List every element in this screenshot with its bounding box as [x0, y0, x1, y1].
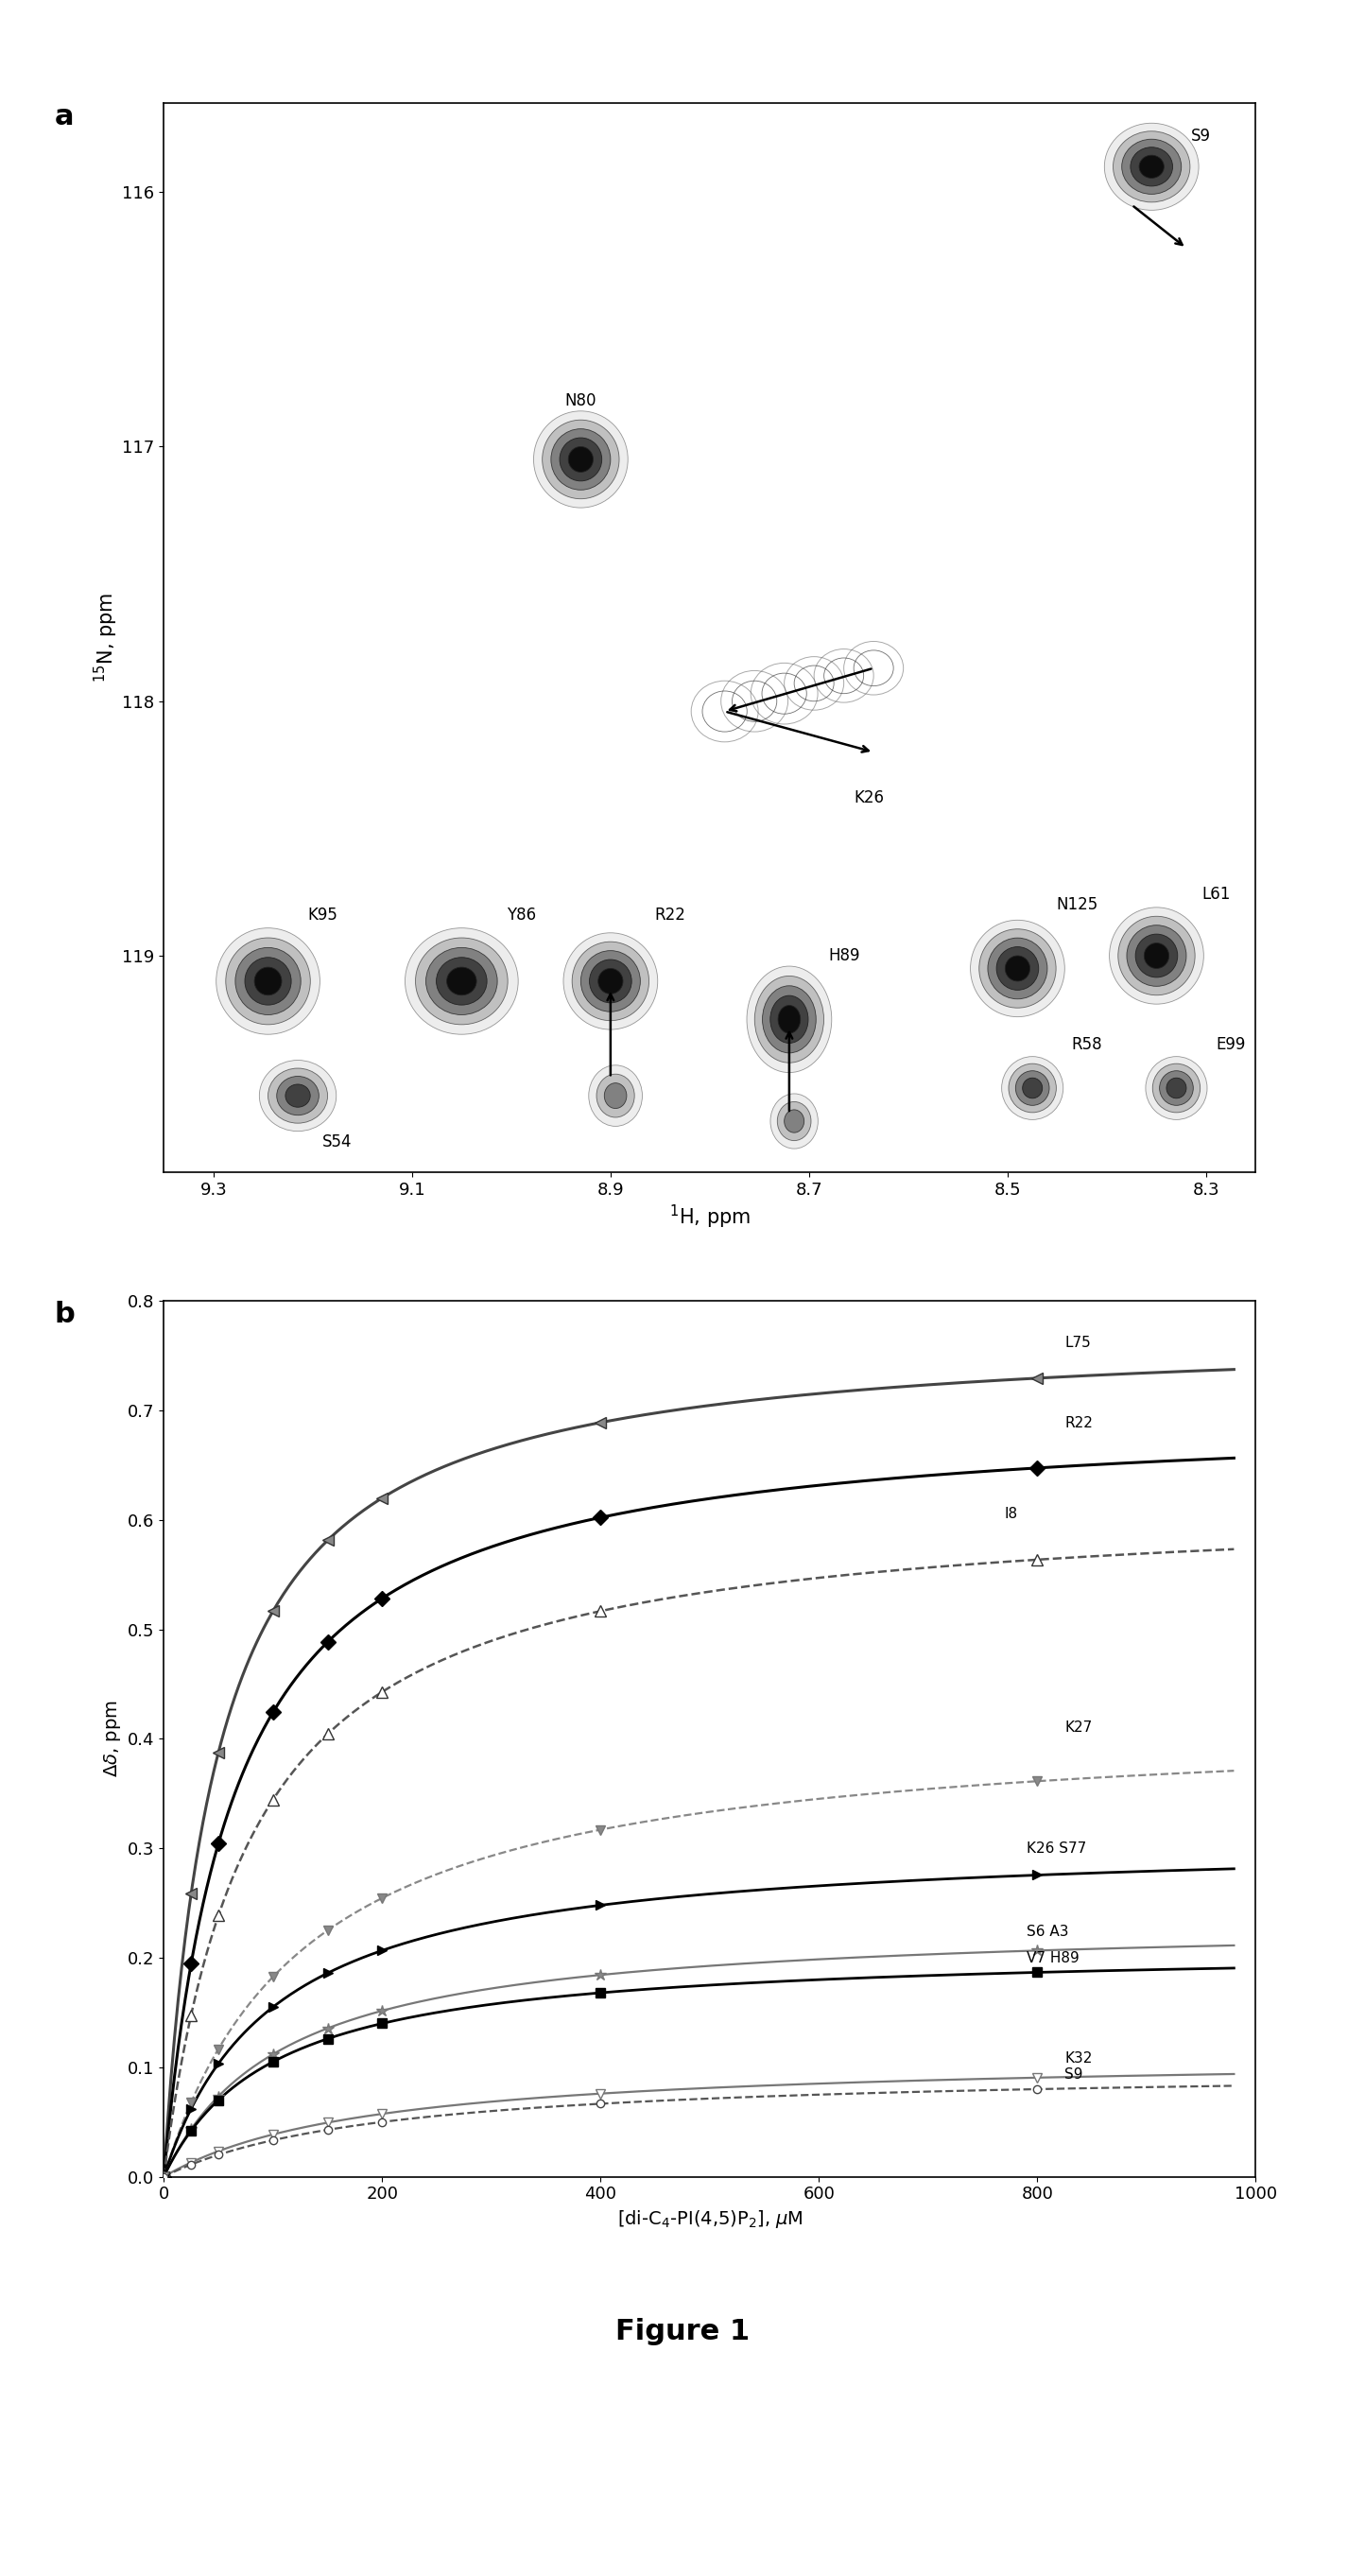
Ellipse shape: [770, 1095, 818, 1149]
Text: a: a: [55, 103, 74, 131]
Ellipse shape: [285, 1084, 310, 1108]
Text: H89: H89: [829, 948, 860, 963]
Ellipse shape: [244, 958, 291, 1005]
X-axis label: [di-C$_4$-PI(4,5)P$_2$], $\mu$M: [di-C$_4$-PI(4,5)P$_2$], $\mu$M: [617, 2208, 803, 2231]
Ellipse shape: [1002, 1056, 1063, 1121]
Text: S9: S9: [1065, 2069, 1084, 2081]
Ellipse shape: [1152, 1064, 1200, 1113]
Text: K32: K32: [1065, 2050, 1092, 2066]
Ellipse shape: [597, 1074, 635, 1118]
Text: L61: L61: [1201, 886, 1230, 904]
Ellipse shape: [770, 994, 808, 1043]
Text: K26: K26: [853, 788, 883, 806]
Ellipse shape: [580, 951, 640, 1012]
Ellipse shape: [572, 943, 648, 1020]
Ellipse shape: [415, 938, 508, 1025]
Ellipse shape: [1136, 935, 1178, 976]
Ellipse shape: [235, 948, 300, 1015]
Ellipse shape: [778, 1005, 800, 1033]
Ellipse shape: [426, 948, 497, 1015]
Ellipse shape: [225, 938, 310, 1025]
Ellipse shape: [405, 927, 519, 1036]
Ellipse shape: [988, 938, 1047, 999]
Ellipse shape: [1130, 147, 1173, 185]
Ellipse shape: [755, 976, 824, 1064]
Text: E99: E99: [1216, 1036, 1246, 1054]
Ellipse shape: [763, 987, 816, 1054]
Text: K27: K27: [1065, 1721, 1092, 1736]
Text: R22: R22: [655, 907, 685, 925]
Ellipse shape: [1022, 1077, 1043, 1097]
Text: N125: N125: [1057, 896, 1097, 914]
Ellipse shape: [1005, 956, 1031, 981]
Ellipse shape: [216, 927, 319, 1036]
Text: N80: N80: [565, 392, 597, 410]
Text: K26 S77: K26 S77: [1026, 1842, 1087, 1855]
Ellipse shape: [598, 969, 622, 994]
Ellipse shape: [1118, 917, 1194, 994]
Text: K95: K95: [307, 907, 337, 925]
Text: S9: S9: [1192, 129, 1211, 144]
Ellipse shape: [979, 930, 1057, 1007]
Ellipse shape: [254, 966, 281, 994]
Text: R58: R58: [1072, 1036, 1103, 1054]
Ellipse shape: [551, 428, 610, 489]
Text: S54: S54: [322, 1133, 352, 1149]
Text: Figure 1: Figure 1: [616, 2318, 749, 2344]
X-axis label: $^1$H, ppm: $^1$H, ppm: [669, 1203, 751, 1231]
Ellipse shape: [1122, 139, 1181, 193]
Ellipse shape: [996, 948, 1039, 989]
Ellipse shape: [590, 958, 632, 1002]
Y-axis label: $\Delta\delta$, ppm: $\Delta\delta$, ppm: [101, 1700, 123, 1777]
Ellipse shape: [437, 958, 487, 1005]
Text: Y86: Y86: [506, 907, 536, 925]
Text: L75: L75: [1065, 1334, 1091, 1350]
Ellipse shape: [785, 1110, 804, 1133]
Text: V7 H89: V7 H89: [1026, 1950, 1080, 1965]
Text: I8: I8: [1005, 1507, 1018, 1522]
Ellipse shape: [1104, 124, 1198, 211]
Ellipse shape: [1144, 943, 1168, 969]
Ellipse shape: [560, 438, 602, 482]
Ellipse shape: [268, 1069, 328, 1123]
Ellipse shape: [605, 1082, 627, 1108]
Ellipse shape: [277, 1077, 319, 1115]
Ellipse shape: [1110, 907, 1204, 1005]
Ellipse shape: [542, 420, 620, 500]
Ellipse shape: [1112, 131, 1190, 201]
Ellipse shape: [971, 920, 1065, 1018]
Ellipse shape: [568, 446, 594, 471]
Ellipse shape: [564, 933, 658, 1030]
Y-axis label: $^{15}$N, ppm: $^{15}$N, ppm: [91, 592, 120, 683]
Ellipse shape: [1016, 1072, 1050, 1105]
Ellipse shape: [259, 1061, 336, 1131]
Ellipse shape: [747, 966, 831, 1072]
Ellipse shape: [777, 1103, 811, 1141]
Ellipse shape: [1159, 1072, 1193, 1105]
Ellipse shape: [1140, 155, 1164, 178]
Text: S6 A3: S6 A3: [1026, 1924, 1069, 1940]
Ellipse shape: [1145, 1056, 1207, 1121]
Text: R22: R22: [1065, 1417, 1093, 1430]
Ellipse shape: [446, 966, 476, 994]
Text: b: b: [55, 1301, 75, 1329]
Ellipse shape: [588, 1066, 643, 1126]
Ellipse shape: [1126, 925, 1186, 987]
Ellipse shape: [1009, 1064, 1057, 1113]
Ellipse shape: [1167, 1077, 1186, 1097]
Ellipse shape: [534, 412, 628, 507]
